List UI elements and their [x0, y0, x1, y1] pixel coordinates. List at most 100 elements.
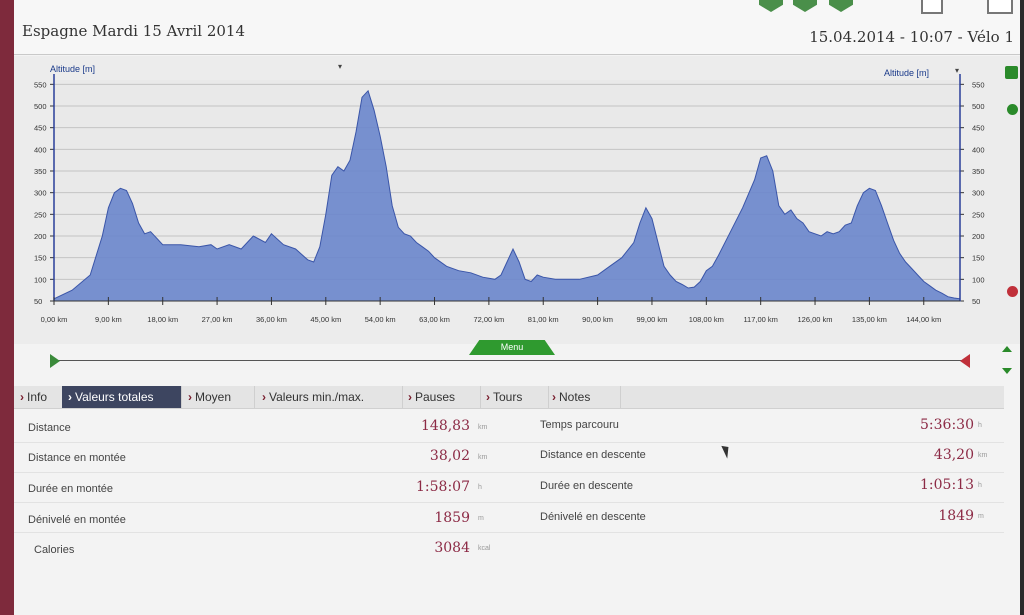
- y-tick-label-right: 200: [972, 232, 985, 241]
- stat-label: Distance en montée: [28, 452, 126, 464]
- y-tick-label-right: 250: [972, 210, 985, 219]
- stats-panel: Distance 148,83 km Temps parcouru 5:36:3…: [14, 410, 1004, 570]
- tab-info[interactable]: › Info: [14, 386, 65, 408]
- stat-value: 148,83: [421, 418, 470, 434]
- download-icon[interactable]: [759, 0, 783, 12]
- y-tick-label: 150: [34, 254, 47, 263]
- zoom-out-icon[interactable]: [1007, 286, 1018, 297]
- window-icon[interactable]: [921, 0, 943, 14]
- stat-label: Distance: [28, 422, 71, 434]
- left-axis-dropdown-icon[interactable]: ▾: [338, 62, 343, 71]
- stat-unit: h: [978, 422, 982, 429]
- stat-unit: km: [478, 424, 488, 431]
- download-icon[interactable]: [829, 0, 853, 12]
- x-tick-label: 144,00 km: [906, 315, 941, 324]
- range-start-handle[interactable]: [50, 354, 60, 368]
- chevron-right-icon: ›: [68, 390, 72, 404]
- right-axis-dropdown-icon[interactable]: ▾: [955, 66, 960, 75]
- screen-frame-right: [1020, 0, 1024, 615]
- x-tick-label: 63,00 km: [419, 315, 450, 324]
- range-slider-track[interactable]: [54, 360, 966, 361]
- scroll-down-icon[interactable]: [1002, 368, 1012, 374]
- zoom-in-icon[interactable]: [1007, 104, 1018, 115]
- y-tick-label: 500: [34, 102, 47, 111]
- y-tick-label-right: 550: [972, 80, 985, 89]
- stat-value: 1:58:07: [416, 479, 470, 495]
- tab-tours[interactable]: › Tours: [480, 386, 549, 408]
- tab-label: Valeurs min./max.: [269, 390, 365, 404]
- chevron-right-icon: ›: [20, 390, 24, 404]
- header: Espagne Mardi 15 Avril 2014 15.04.2014 -…: [14, 0, 1020, 55]
- x-tick-label: 90,00 km: [582, 315, 613, 324]
- chevron-right-icon: ›: [552, 390, 556, 404]
- stat-label: Temps parcouru: [540, 419, 619, 431]
- tab-label: Valeurs totales: [75, 390, 154, 404]
- stats-tabs: › Info › Valeurs totales › Moyen › Valeurs m…: [14, 386, 1004, 409]
- x-tick-label: 81,00 km: [528, 315, 559, 324]
- tab-label: Info: [27, 390, 48, 404]
- download-icon[interactable]: [793, 0, 817, 12]
- altitude-chart-svg: 50 50 100 100 150 150 200 200 250 250 300 300 350 350…: [34, 74, 985, 324]
- stat-unit: h: [478, 484, 482, 491]
- y-tick-label: 450: [34, 124, 47, 133]
- tab-label: Moyen: [195, 390, 232, 404]
- altitude-chart: Altitude [m] ▾ Altitude [m] ▾ 50 50 100 100…: [14, 56, 1020, 344]
- tab-notes[interactable]: › Notes: [546, 386, 621, 408]
- stat-unit: h: [978, 482, 982, 489]
- altitude-area: [53, 89, 961, 302]
- stat-value: 38,02: [429, 448, 470, 464]
- stat-label: Calories: [34, 544, 75, 556]
- stat-label: Dénivelé en montée: [28, 514, 126, 526]
- stat-unit: km: [978, 452, 988, 459]
- y-tick-label: 350: [34, 167, 47, 176]
- stat-value: 1849: [938, 508, 974, 524]
- print-icon[interactable]: [987, 0, 1013, 14]
- y-tick-label: 200: [34, 232, 47, 241]
- y-tick-label-right: 350: [972, 167, 985, 176]
- stat-value: 1859: [434, 510, 470, 526]
- stat-label: Distance en descente: [540, 449, 646, 461]
- chevron-right-icon: ›: [408, 390, 412, 404]
- y-tick-label: 50: [34, 297, 42, 306]
- tab-valeurs-min-max[interactable]: › Valeurs min./max.: [256, 386, 403, 408]
- stats-row: Durée en montée 1:58:07 h Durée en desce…: [14, 472, 1004, 503]
- stat-label: Durée en descente: [540, 480, 633, 492]
- x-tick-label: 135,00 km: [852, 315, 887, 324]
- y-tick-label: 400: [34, 145, 47, 154]
- x-tick-label: 36,00 km: [256, 315, 287, 324]
- settings-icon[interactable]: [1005, 66, 1018, 79]
- menu-button[interactable]: Menu: [469, 340, 555, 355]
- stat-unit: km: [478, 454, 488, 461]
- stat-unit: m: [978, 513, 984, 520]
- right-axis-title[interactable]: Altitude [m]: [884, 68, 930, 78]
- chevron-right-icon: ›: [188, 390, 192, 404]
- stats-row: Dénivelé en montée 1859 m Dénivelé en de…: [14, 502, 1004, 533]
- y-tick-label-right: 150: [972, 254, 985, 263]
- x-tick-label: 108,00 km: [689, 315, 724, 324]
- stat-value: 43,20: [933, 447, 974, 463]
- x-tick-label: 72,00 km: [473, 315, 504, 324]
- y-tick-label: 550: [34, 80, 47, 89]
- tab-pauses[interactable]: › Pauses: [402, 386, 481, 408]
- scroll-up-icon[interactable]: [1002, 346, 1012, 352]
- y-tick-label-right: 450: [972, 124, 985, 133]
- stat-label: Durée en montée: [28, 483, 113, 495]
- stats-row: Distance en montée 38,02 km Distance en …: [14, 442, 1004, 473]
- x-tick-label: 27,00 km: [202, 315, 233, 324]
- tab-label: Pauses: [415, 390, 456, 404]
- tab-moyen[interactable]: › Moyen: [182, 386, 255, 408]
- stat-value: 1:05:13: [920, 477, 974, 493]
- x-tick-label: 45,00 km: [310, 315, 341, 324]
- stat-value: 5:36:30: [920, 417, 974, 433]
- left-axis-title[interactable]: Altitude [m]: [50, 64, 96, 74]
- stats-row: Distance 148,83 km Temps parcouru 5:36:3…: [14, 412, 1004, 443]
- tab-valeurs-totales[interactable]: › Valeurs totales: [62, 386, 182, 408]
- chevron-right-icon: ›: [486, 390, 490, 404]
- x-tick-label: 54,00 km: [365, 315, 396, 324]
- y-tick-label-right: 400: [972, 145, 985, 154]
- x-tick-label: 117,00 km: [743, 315, 777, 324]
- x-tick-label: 99,00 km: [637, 315, 668, 324]
- stat-label: Dénivelé en descente: [540, 511, 646, 523]
- activity-title: Espagne Mardi 15 Avril 2014: [22, 22, 246, 40]
- range-end-handle[interactable]: [960, 354, 970, 368]
